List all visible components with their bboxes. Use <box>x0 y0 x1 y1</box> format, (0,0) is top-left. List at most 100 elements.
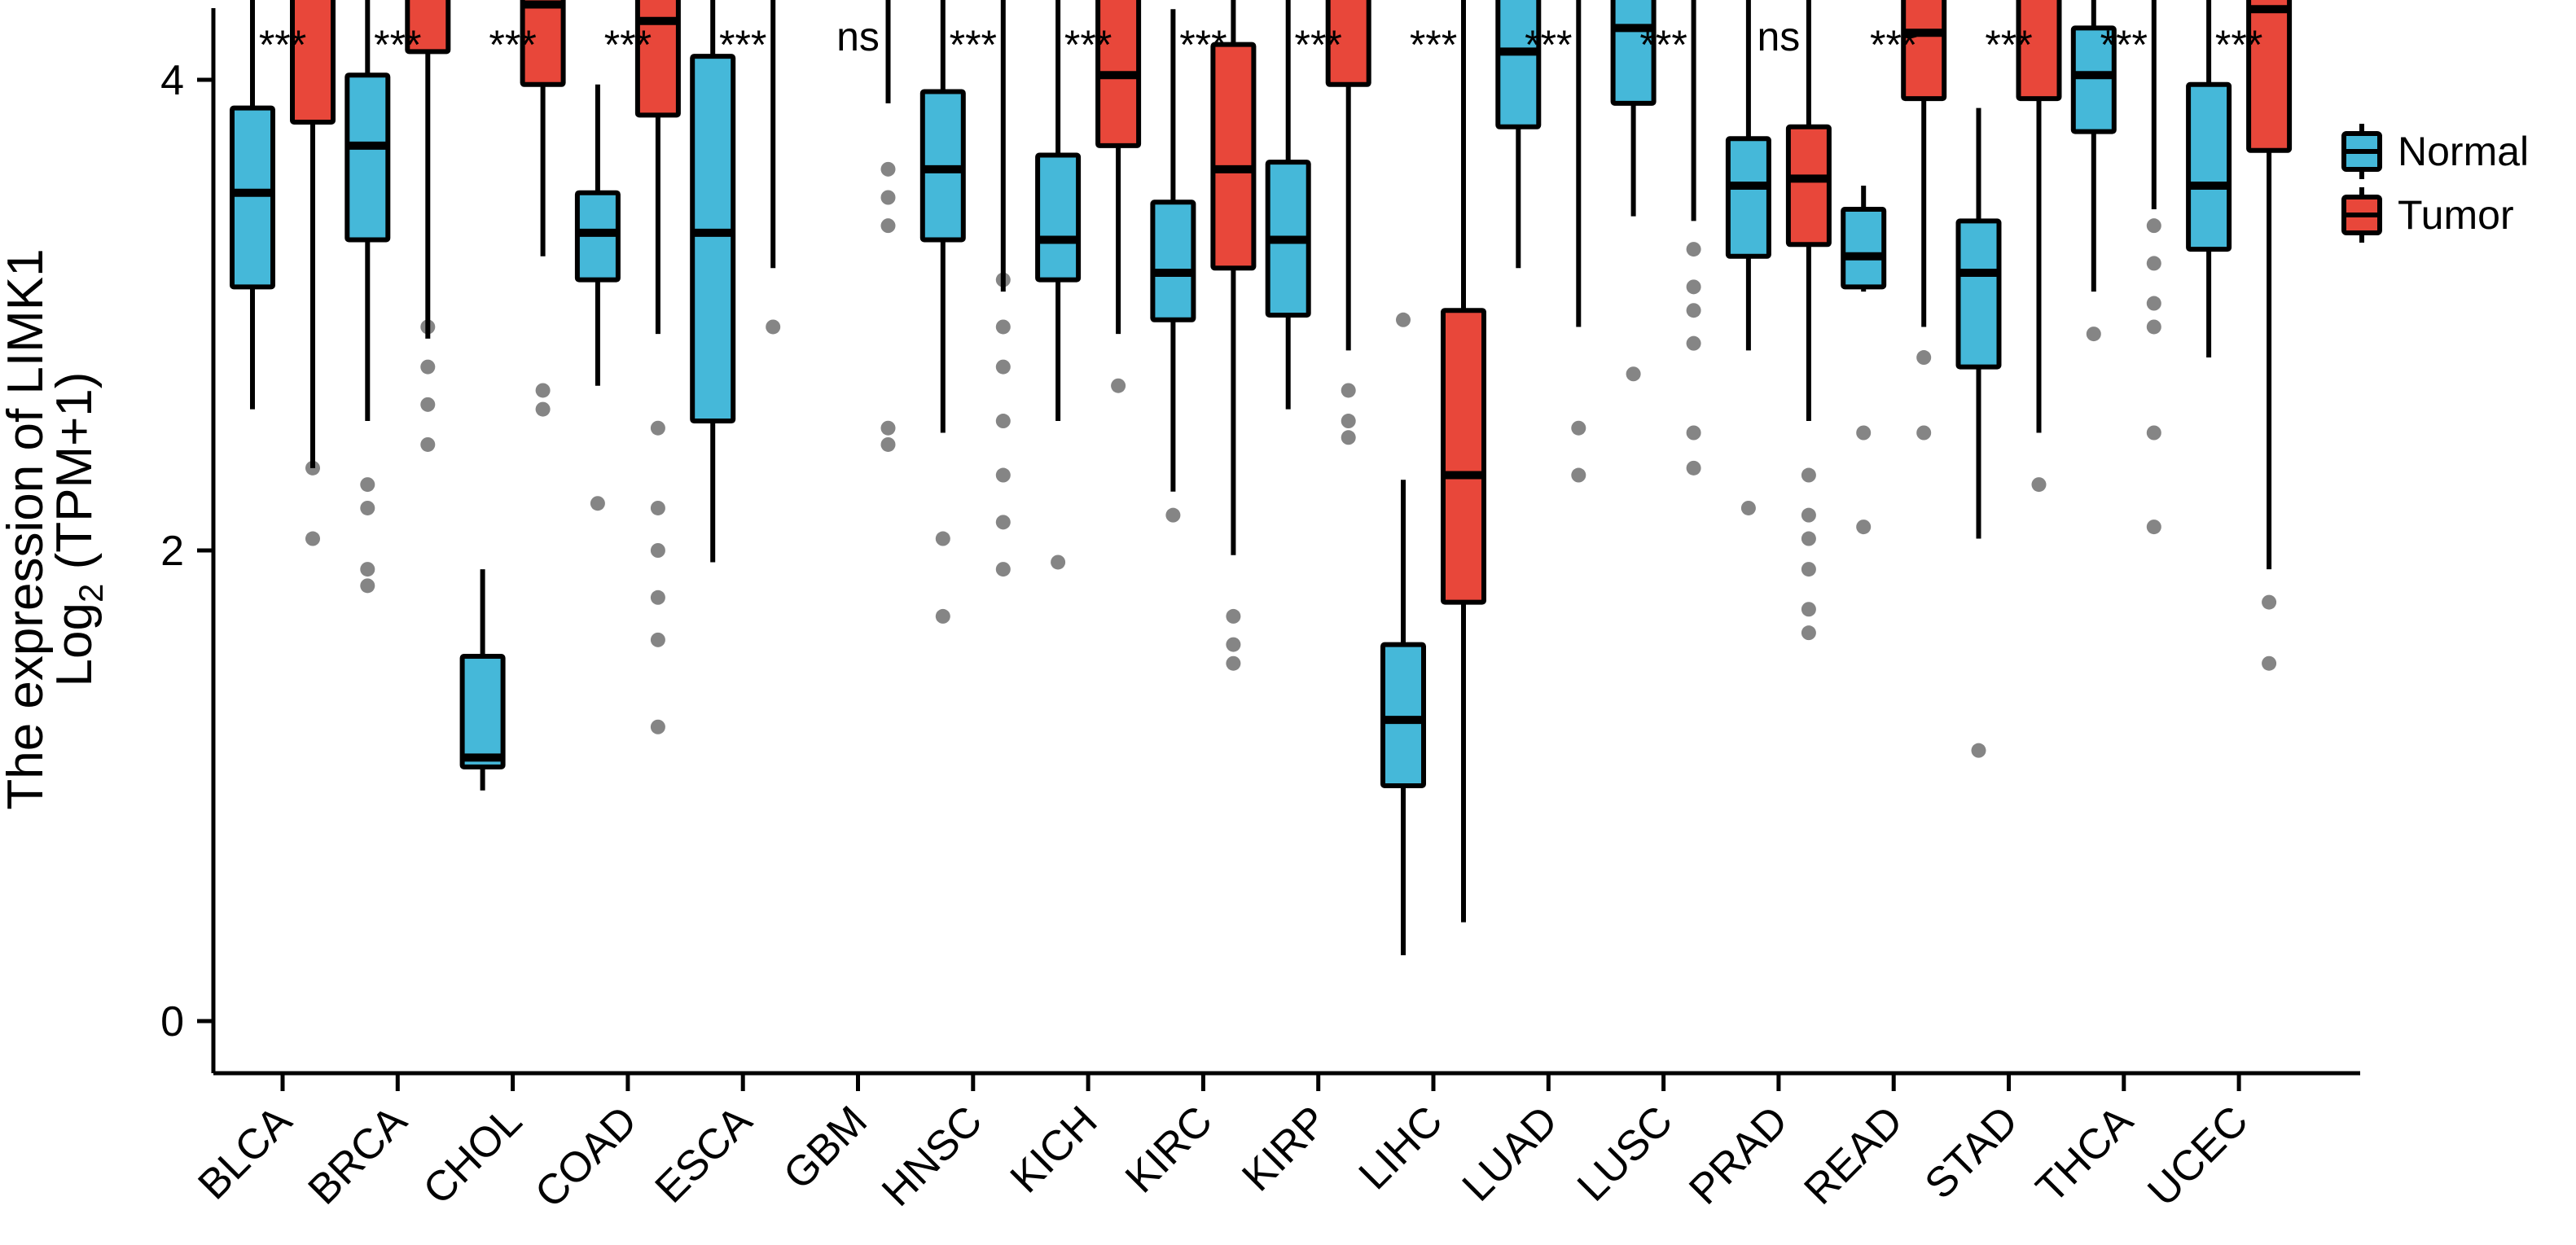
outlier-point <box>880 436 896 452</box>
legend: Normal Tumor <box>2341 124 2529 243</box>
outlier-point <box>535 383 551 398</box>
outlier-point <box>650 500 665 515</box>
box-normal <box>919 0 966 624</box>
outlier-point <box>995 515 1011 530</box>
box-tumor <box>2246 0 2293 671</box>
outlier-point <box>1571 467 1586 483</box>
y-axis-title-line1: The expression of LIMK1 <box>0 248 54 809</box>
legend-label: Tumor <box>2398 192 2514 238</box>
category-label: THCA <box>2027 1097 2142 1212</box>
outlier-point <box>360 500 375 515</box>
box-rect <box>520 0 566 87</box>
significance-label: *** <box>1179 22 1227 68</box>
category-label: BLCA <box>189 1097 301 1208</box>
outlier-point <box>650 719 665 734</box>
outlier-point <box>1111 378 1126 393</box>
box-tumor <box>1095 0 1142 393</box>
box-normal <box>2070 0 2117 342</box>
box-tumor <box>995 0 1011 577</box>
category-label: LUSC <box>1569 1097 1682 1210</box>
box-tumor <box>880 0 896 452</box>
outlier-point <box>2086 327 2101 342</box>
outlier-point <box>420 359 436 375</box>
outlier-point <box>995 467 1011 483</box>
box-normal <box>1265 0 1311 410</box>
box-rect <box>290 0 336 125</box>
outlier-point <box>1686 335 1701 351</box>
box-normal <box>1380 312 1426 956</box>
outlier-point <box>1341 430 1356 445</box>
outlier-point <box>2146 218 2161 234</box>
significance-label: *** <box>2100 22 2148 68</box>
outlier-point <box>1686 242 1701 257</box>
category-label: READ <box>1796 1097 1912 1213</box>
outlier-point <box>1740 500 1756 515</box>
box-normal <box>344 0 391 594</box>
outlier-point <box>1341 383 1356 398</box>
box-tumor <box>766 0 781 335</box>
outlier-point <box>766 319 781 335</box>
category-label: COAD <box>526 1097 646 1217</box>
box-rect <box>230 105 275 290</box>
box-normal <box>1495 0 1542 269</box>
outlier-point <box>650 590 665 605</box>
outlier-point <box>1801 507 1816 523</box>
outlier-point <box>2262 655 2277 671</box>
box-rect <box>1785 124 1832 248</box>
box-normal <box>574 84 621 511</box>
box-tumor <box>1571 0 1586 483</box>
significance-label: ns <box>1757 14 1800 59</box>
outlier-point <box>995 414 1011 429</box>
significance-label: *** <box>950 22 997 68</box>
box-rect <box>459 654 506 769</box>
outlier-point <box>880 420 896 436</box>
box-normal <box>1841 186 1887 535</box>
box-normal <box>230 0 275 410</box>
box-tumor <box>405 0 451 452</box>
box-normal <box>2186 0 2232 358</box>
box-rect <box>1150 199 1196 322</box>
box-tumor <box>1210 0 1257 671</box>
box-normal <box>1725 0 1771 515</box>
outlier-point <box>1801 531 1816 546</box>
outlier-point <box>1916 425 1932 441</box>
box-rect <box>1441 308 1486 605</box>
box-rect <box>344 72 391 243</box>
significance-label: *** <box>1410 22 1457 68</box>
box-tumor <box>1901 0 1947 441</box>
outlier-point <box>360 477 375 493</box>
box-rect <box>2246 0 2293 153</box>
significance-label: *** <box>1870 22 1917 68</box>
significance-label: *** <box>1525 22 1572 68</box>
box-normal <box>1150 9 1196 523</box>
box-normal <box>1610 0 1657 382</box>
box-normal <box>1035 0 1082 570</box>
legend-label: Normal <box>2398 129 2529 174</box>
box-rect <box>1325 0 1371 87</box>
significance-label: *** <box>489 22 536 68</box>
box-rect <box>1725 136 1771 259</box>
category-label: ESCA <box>647 1097 761 1212</box>
y-axis-title: The expression of LIMK1 Log2 (TPM+1) <box>0 248 110 809</box>
box-tumor <box>290 0 336 546</box>
outlier-point <box>1686 425 1701 441</box>
significance-label: *** <box>719 22 766 68</box>
outlier-point <box>1396 312 1411 327</box>
y-tick-label: 0 <box>160 998 184 1046</box>
category-label: PRAD <box>1680 1097 1797 1213</box>
box-tumor <box>1441 0 1486 923</box>
outlier-point <box>1801 602 1816 617</box>
box-rect <box>2070 25 2117 134</box>
outlier-point <box>1916 350 1932 366</box>
outlier-point <box>2146 319 2161 335</box>
significance-label: ns <box>836 14 880 59</box>
significance-label: *** <box>374 22 421 68</box>
box-rect <box>690 54 736 424</box>
significance-label: *** <box>2215 22 2262 68</box>
y-tick-label: 2 <box>160 528 184 575</box>
outlier-point <box>1165 507 1181 523</box>
outlier-point <box>1971 743 1986 758</box>
outlier-point <box>1686 303 1701 318</box>
box-rect <box>634 0 681 118</box>
significance-label: *** <box>1639 22 1687 68</box>
